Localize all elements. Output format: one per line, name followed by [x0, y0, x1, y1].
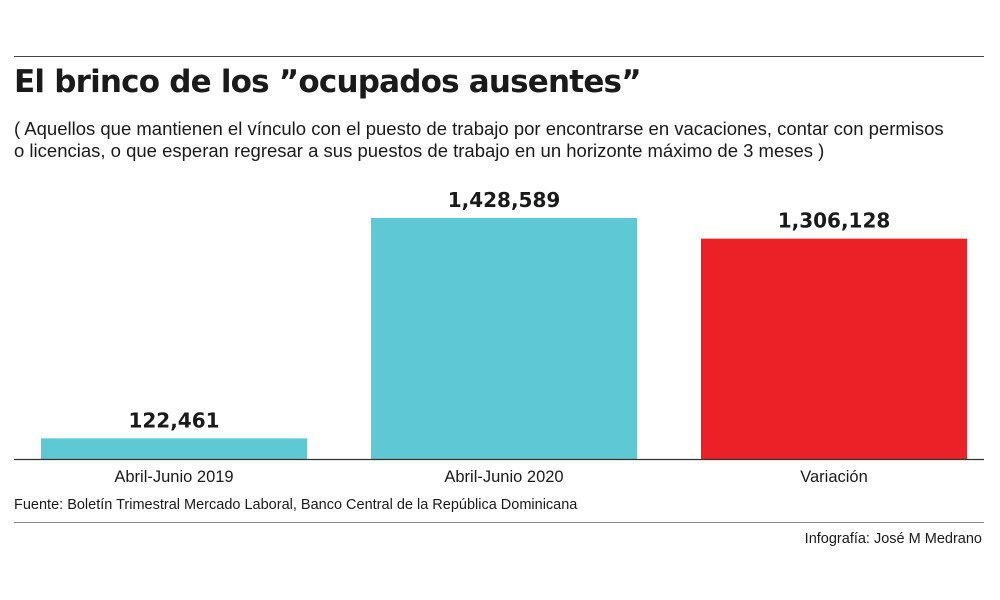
bar-3: [701, 238, 967, 459]
data-label-3: 1,306,128: [778, 209, 891, 233]
subtitle-line-1: ( Aquellos que mantienen el vínculo con …: [14, 118, 944, 139]
data-label-2: 1,428,589: [448, 188, 561, 212]
category-label-3: Variación: [800, 468, 868, 486]
bar-1: [41, 438, 307, 459]
chart-title: El brinco de los ”ocupados ausentes”: [14, 64, 642, 100]
bar-2: [371, 218, 637, 459]
category-label-2: Abril-Junio 2020: [444, 468, 563, 486]
category-label-1: Abril-Junio 2019: [114, 468, 233, 486]
infographic-credit: Infografía: José M Medrano: [804, 531, 982, 547]
chart-subtitle: ( Aquellos que mantienen el vínculo con …: [14, 118, 994, 162]
data-label-1: 122,461: [128, 408, 219, 432]
bottom-rule: [14, 522, 984, 523]
subtitle-line-2: o licencias, o que esperan regresar a su…: [14, 140, 825, 161]
source-note: Fuente: Boletín Trimestral Mercado Labor…: [14, 497, 578, 513]
top-rule: [14, 56, 984, 57]
